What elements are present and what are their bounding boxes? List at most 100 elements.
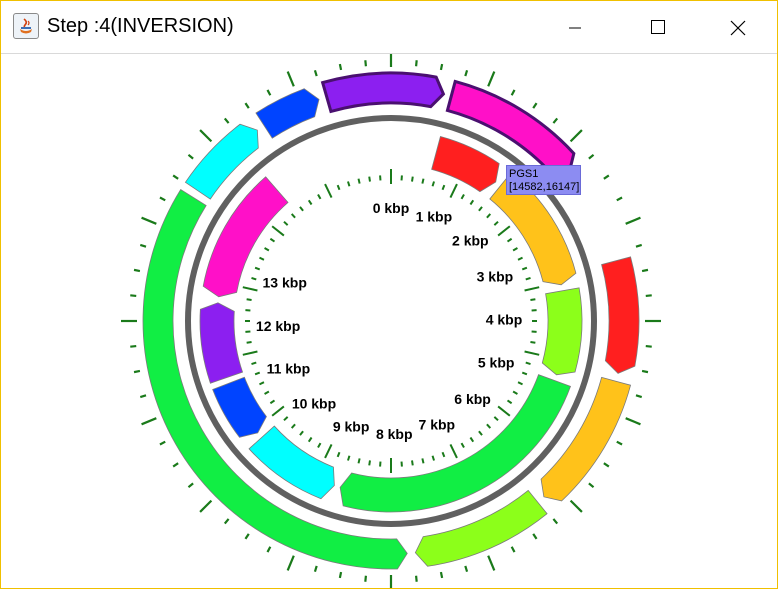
inner-tick: [264, 247, 270, 252]
outer-tick: [532, 102, 538, 109]
inner-tick-ring: [242, 169, 540, 473]
genome-map-canvas[interactable]: 0 kbp 1 kbp 2 kbp 3 kbp 4 kbp 5 kbp 6 kbp 7 kbp…: [1, 54, 777, 588]
inner-tick: [530, 341, 536, 344]
outer-tick: [187, 153, 194, 160]
inner-tick: [478, 430, 483, 436]
inner-tick: [317, 194, 322, 200]
kbp-label: 3 kbp: [477, 269, 514, 285]
outer-tick: [414, 60, 418, 67]
inner-tick: [421, 178, 425, 184]
outer-gene-arrow-4[interactable]: [142, 189, 408, 570]
inner-tick: [460, 194, 465, 200]
outer-tick: [172, 462, 179, 468]
outer-tick: [641, 268, 649, 273]
inner-tick: [525, 277, 531, 281]
outer-gene-arrow-3[interactable]: [414, 489, 548, 567]
inner-tick: [254, 266, 261, 271]
genome-backbone-ring: [185, 115, 597, 527]
inner-tick: [357, 458, 361, 464]
inner-gene-arrow-2[interactable]: [489, 172, 577, 286]
inner-tick: [264, 390, 270, 395]
outer-tick: [338, 63, 343, 71]
outer-tick: [286, 71, 295, 87]
outer-tick: [616, 440, 623, 446]
outer-tick: [223, 117, 230, 124]
inner-tick: [269, 237, 276, 243]
inner-gene-arrow-8[interactable]: [202, 176, 289, 298]
tooltip-gene-name: PGS1: [509, 168, 539, 180]
kbp-label: 12 kbp: [256, 318, 300, 334]
outer-gene-arrow-1[interactable]: [601, 256, 640, 374]
outer-tick: [364, 60, 368, 67]
inner-tick: [441, 451, 446, 458]
inner-gene-arrow-1[interactable]: [431, 136, 500, 193]
outer-tick: [641, 369, 649, 374]
inner-gene-arrow-6[interactable]: [212, 376, 267, 438]
outer-tick: [603, 462, 610, 468]
gene-tooltip: PGS1 [14582,16147]: [506, 165, 581, 195]
inner-tick: [411, 176, 414, 182]
minimize-button[interactable]: [551, 1, 597, 53]
outer-gene-arrow-7[interactable]: [320, 71, 446, 114]
outer-tick: [645, 344, 652, 348]
inner-gene-arrow-5[interactable]: [248, 425, 335, 500]
outer-gene-arrow-5[interactable]: [184, 123, 259, 200]
window-title: Step :4(INVERSION): [47, 15, 234, 37]
outer-tick: [569, 129, 583, 143]
inner-tick: [251, 361, 257, 365]
inner-tick: [290, 423, 296, 429]
outer-gene-arrow-2[interactable]: [540, 376, 632, 502]
inner-gene-arrow-7[interactable]: [199, 302, 244, 384]
inner-tick: [521, 266, 528, 271]
inner-tick: [271, 225, 285, 237]
inner-tick: [486, 213, 492, 219]
inner-gene-track: [199, 136, 583, 513]
maximize-icon: [651, 20, 665, 34]
inner-tick: [242, 350, 258, 356]
inner-gene-arrow-4[interactable]: [339, 374, 571, 513]
outer-tick: [286, 555, 295, 571]
outer-tick: [552, 117, 559, 124]
outer-tick: [133, 268, 141, 273]
inner-tick: [469, 199, 475, 206]
inner-tick: [317, 442, 322, 448]
title-bar[interactable]: Step :4(INVERSION): [1, 1, 777, 54]
circular-genome-map: 0 kbp 1 kbp 2 kbp 3 kbp 4 kbp 5 kbp 6 kbp 7 kbp…: [121, 54, 661, 588]
kbp-scale-labels: 0 kbp 1 kbp 2 kbp 3 kbp 4 kbp 5 kbp 6 kbp 7 kbp…: [256, 200, 522, 442]
inner-tick: [431, 455, 435, 461]
maximize-button[interactable]: [633, 1, 679, 53]
outer-tick: [244, 102, 250, 109]
kbp-label: 0 kbp: [373, 200, 410, 216]
inner-tick: [290, 213, 296, 219]
outer-tick-ring: [121, 54, 661, 588]
inner-tick: [347, 181, 351, 187]
inner-tick: [259, 256, 265, 261]
kbp-label: 1 kbp: [416, 208, 453, 224]
inner-tick: [478, 206, 483, 212]
outer-tick: [588, 482, 595, 489]
outer-tick: [616, 196, 623, 202]
inner-tick: [246, 298, 252, 301]
outer-tick: [487, 71, 496, 87]
outer-tick: [625, 216, 641, 225]
outer-tick: [635, 394, 643, 399]
inner-tick: [449, 183, 458, 199]
outer-tick: [552, 518, 559, 525]
inner-tick: [486, 423, 492, 429]
outer-tick: [510, 546, 516, 553]
inner-tick: [449, 443, 458, 459]
close-button[interactable]: [715, 1, 761, 53]
outer-tick: [532, 533, 538, 540]
tooltip-gene-range: [14582,16147]: [509, 181, 580, 193]
kbp-label: 5 kbp: [478, 354, 515, 370]
inner-tick: [324, 183, 333, 199]
outer-tick: [223, 518, 230, 525]
outer-tick: [266, 89, 272, 96]
outer-gene-arrow-6[interactable]: [255, 88, 320, 139]
outer-tick: [141, 216, 157, 225]
inner-gene-arrow-3[interactable]: [541, 287, 583, 376]
inner-tick: [336, 184, 341, 191]
inner-tick: [336, 451, 341, 458]
kbp-label: 11 kbp: [267, 360, 311, 376]
